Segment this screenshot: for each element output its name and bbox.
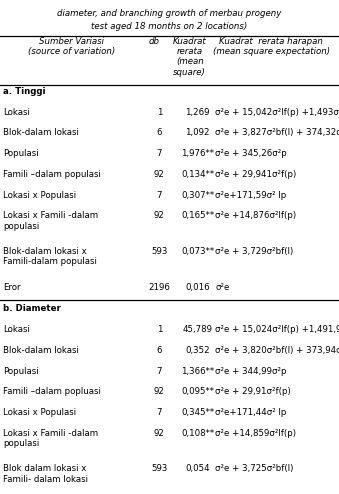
Text: 0,073**: 0,073** — [181, 247, 214, 256]
Text: Lokasi: Lokasi — [3, 325, 30, 334]
Text: σ²e + 29,91σ²f(p): σ²e + 29,91σ²f(p) — [215, 387, 291, 396]
Text: 6: 6 — [157, 128, 162, 137]
Text: Sumber Variasi
(source of variation): Sumber Variasi (source of variation) — [27, 37, 115, 56]
Text: b. Diameter: b. Diameter — [3, 304, 61, 313]
Text: 0,016: 0,016 — [185, 283, 210, 291]
Text: 1: 1 — [157, 108, 162, 117]
Text: Lokasi: Lokasi — [3, 108, 30, 117]
Text: 45,789: 45,789 — [182, 325, 213, 334]
Text: σ²e + 3,729σ²bf(l): σ²e + 3,729σ²bf(l) — [215, 247, 294, 256]
Text: Populasi: Populasi — [3, 149, 39, 158]
Text: Blok-dalam lokasi: Blok-dalam lokasi — [3, 346, 79, 355]
Text: σ²e + 29,941σ²f(p): σ²e + 29,941σ²f(p) — [215, 170, 297, 179]
Text: 0,054: 0,054 — [185, 464, 210, 473]
Text: σ²e+171,44σ² lp: σ²e+171,44σ² lp — [215, 408, 287, 417]
Text: test aged 18 months on 2 locations): test aged 18 months on 2 locations) — [92, 22, 247, 31]
Text: 92: 92 — [154, 429, 165, 438]
Text: σ²e + 3,820σ²bf(l) + 373,94σ² b(l): σ²e + 3,820σ²bf(l) + 373,94σ² b(l) — [215, 346, 339, 355]
Text: 593: 593 — [151, 464, 167, 473]
Text: Famili –dalam populasi: Famili –dalam populasi — [3, 170, 101, 179]
Text: σ²e +14,859σ²lf(p): σ²e +14,859σ²lf(p) — [215, 429, 296, 438]
Text: 0,165**: 0,165** — [181, 211, 214, 220]
Text: 1,269: 1,269 — [185, 108, 210, 117]
Text: 593: 593 — [151, 247, 167, 256]
Text: σ²e +14,876σ²lf(p): σ²e +14,876σ²lf(p) — [215, 211, 296, 220]
Text: Famili –dalam popluasi: Famili –dalam popluasi — [3, 387, 101, 396]
Text: Lokasi x Famili -dalam
populasi: Lokasi x Famili -dalam populasi — [3, 429, 99, 448]
Text: 7: 7 — [157, 367, 162, 375]
Text: 2196: 2196 — [148, 283, 170, 291]
Text: σ²e + 345,26σ²p: σ²e + 345,26σ²p — [215, 149, 287, 158]
Text: 1,976**: 1,976** — [181, 149, 214, 158]
Text: 1,366**: 1,366** — [181, 367, 214, 375]
Text: Blok-dalam lokasi: Blok-dalam lokasi — [3, 128, 79, 137]
Text: 92: 92 — [154, 387, 165, 396]
Text: Lokasi x Populasi: Lokasi x Populasi — [3, 408, 77, 417]
Text: 1,092: 1,092 — [185, 128, 210, 137]
Text: Kuadrat
rerata
(mean
square): Kuadrat rerata (mean square) — [173, 37, 207, 77]
Text: Populasi: Populasi — [3, 367, 39, 375]
Text: σ²e + 3,725σ²bf(l): σ²e + 3,725σ²bf(l) — [215, 464, 294, 473]
Text: 0,134**: 0,134** — [181, 170, 214, 179]
Text: 92: 92 — [154, 211, 165, 220]
Text: 7: 7 — [157, 191, 162, 200]
Text: σ²e+171,59σ² lp: σ²e+171,59σ² lp — [215, 191, 286, 200]
Text: σ²e + 15,024σ²lf(p) +1,491,9σ²l: σ²e + 15,024σ²lf(p) +1,491,9σ²l — [215, 325, 339, 334]
Text: Blok-dalam lokasi x
Famili-dalam populasi: Blok-dalam lokasi x Famili-dalam populas… — [3, 247, 97, 266]
Text: 0,307**: 0,307** — [181, 191, 214, 200]
Text: Kuadrat  rerata harapan
(mean square expectation): Kuadrat rerata harapan (mean square expe… — [213, 37, 330, 56]
Text: db: db — [149, 37, 160, 45]
Text: diameter, and branching growth of merbau progeny: diameter, and branching growth of merbau… — [57, 9, 282, 18]
Text: Blok dalam lokasi x
Famili- dalam lokasi: Blok dalam lokasi x Famili- dalam lokasi — [3, 464, 88, 484]
Text: 7: 7 — [157, 149, 162, 158]
Text: 0,352: 0,352 — [185, 346, 210, 355]
Text: Lokasi x Populasi: Lokasi x Populasi — [3, 191, 77, 200]
Text: 0,345**: 0,345** — [181, 408, 214, 417]
Text: 6: 6 — [157, 346, 162, 355]
Text: 92: 92 — [154, 170, 165, 179]
Text: 1: 1 — [157, 325, 162, 334]
Text: 0,108**: 0,108** — [181, 429, 214, 438]
Text: σ²e + 3,827σ²bf(l) + 374,32σ² b(l): σ²e + 3,827σ²bf(l) + 374,32σ² b(l) — [215, 128, 339, 137]
Text: Lokasi x Famili -dalam
populasi: Lokasi x Famili -dalam populasi — [3, 211, 99, 231]
Text: σ²e + 15,042σ²lf(p) +1,493σ²l: σ²e + 15,042σ²lf(p) +1,493σ²l — [215, 108, 339, 117]
Text: σ²e + 344,99σ²p: σ²e + 344,99σ²p — [215, 367, 287, 375]
Text: σ²e: σ²e — [215, 283, 230, 291]
Text: a. Tinggi: a. Tinggi — [3, 87, 46, 96]
Text: 0,095**: 0,095** — [181, 387, 214, 396]
Text: Eror: Eror — [3, 283, 21, 291]
Text: 7: 7 — [157, 408, 162, 417]
